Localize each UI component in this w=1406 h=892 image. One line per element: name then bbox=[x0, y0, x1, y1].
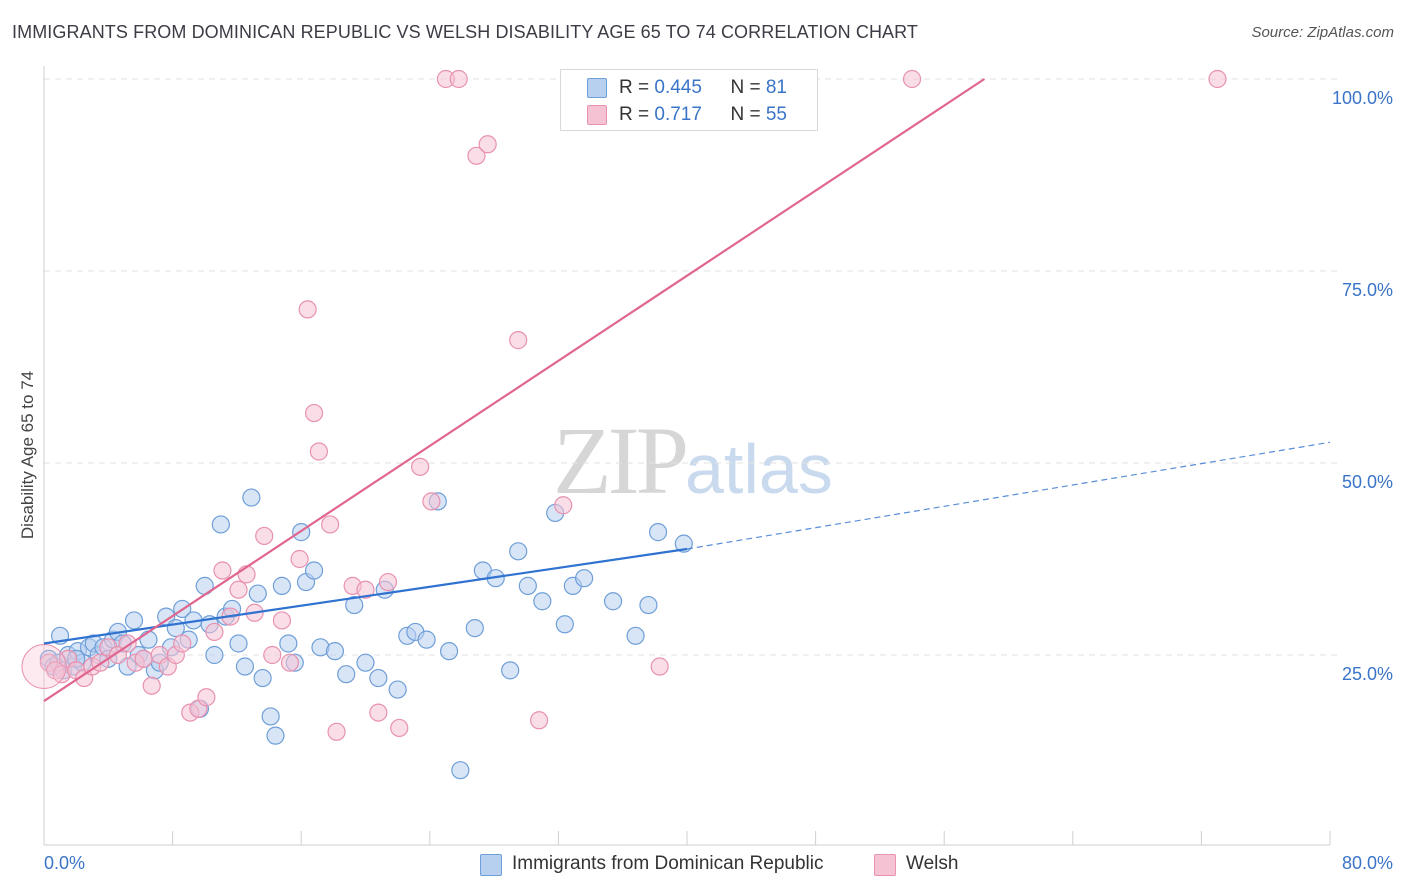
watermark-zip: ZIP bbox=[553, 407, 689, 514]
x-tick-label: 0.0% bbox=[44, 853, 85, 873]
data-point-cluster-welsh bbox=[21, 644, 67, 690]
data-point-welsh bbox=[449, 69, 468, 89]
legend-swatch-blue bbox=[587, 78, 607, 98]
data-point-dominican bbox=[337, 665, 356, 684]
y-tick-label: 75.0% bbox=[1342, 280, 1393, 300]
data-point-dominican bbox=[253, 668, 272, 688]
y-axis-label: Disability Age 65 to 74 bbox=[18, 370, 37, 540]
data-point-dominican bbox=[248, 584, 267, 603]
legend-swatch-pink bbox=[587, 105, 607, 125]
data-point-welsh bbox=[509, 331, 528, 350]
data-point-welsh bbox=[229, 580, 248, 599]
legend-r-value: 0.717 bbox=[654, 104, 702, 125]
data-point-welsh bbox=[411, 457, 430, 476]
data-point-dominican bbox=[304, 561, 324, 580]
watermark-atlas: atlas bbox=[685, 430, 833, 508]
bottom-legend-label: Welsh bbox=[906, 853, 959, 874]
data-point-dominican bbox=[648, 523, 668, 542]
data-point-welsh bbox=[478, 135, 497, 154]
data-point-welsh bbox=[321, 515, 340, 534]
data-point-dominican bbox=[603, 592, 623, 611]
data-point-welsh bbox=[304, 403, 324, 423]
data-point-dominican bbox=[279, 634, 298, 653]
legend-r-label: R = bbox=[619, 104, 655, 125]
data-point-welsh bbox=[390, 718, 409, 738]
legend-r-label: R = bbox=[619, 77, 655, 98]
data-point-welsh bbox=[255, 526, 274, 546]
data-point-dominican bbox=[439, 642, 459, 661]
trend-line-dominican bbox=[43, 547, 688, 645]
data-point-dominican bbox=[272, 576, 292, 595]
data-point-dominican bbox=[533, 592, 552, 611]
trend-extension-dominican bbox=[686, 441, 1331, 550]
data-point-welsh bbox=[309, 442, 328, 461]
zipatlas-watermark: ZIPatlas bbox=[553, 405, 833, 516]
data-point-welsh bbox=[280, 653, 300, 672]
data-point-dominican bbox=[388, 680, 407, 699]
data-point-dominican bbox=[242, 488, 261, 507]
data-point-welsh bbox=[1208, 69, 1227, 89]
data-point-dominican bbox=[345, 595, 364, 615]
legend-r-value: 0.445 bbox=[654, 77, 702, 98]
data-point-dominican bbox=[518, 576, 537, 595]
data-point-welsh bbox=[213, 561, 232, 580]
data-point-dominican bbox=[555, 615, 574, 634]
data-point-welsh bbox=[134, 649, 153, 668]
data-point-dominican bbox=[509, 542, 528, 561]
y-tick-label: 50.0% bbox=[1342, 472, 1393, 492]
data-point-welsh bbox=[327, 722, 346, 741]
data-point-welsh bbox=[263, 645, 282, 665]
data-point-welsh bbox=[650, 657, 669, 676]
data-point-welsh bbox=[272, 611, 292, 630]
data-point-welsh bbox=[173, 634, 192, 653]
data-point-dominican bbox=[124, 611, 144, 630]
data-point-welsh bbox=[378, 572, 398, 592]
data-point-dominican bbox=[575, 569, 594, 588]
legend-n-value: 81 bbox=[765, 77, 787, 98]
data-point-welsh bbox=[422, 492, 441, 511]
correlation-legend: R = 0.445 N = 81 R = 0.717 N = 55 bbox=[560, 69, 818, 131]
data-point-dominican bbox=[501, 661, 520, 680]
data-point-welsh bbox=[142, 676, 161, 695]
data-point-dominican bbox=[211, 515, 230, 534]
bottom-legend-swatch-pink bbox=[874, 854, 896, 876]
data-point-welsh bbox=[298, 300, 317, 319]
legend-n-value: 55 bbox=[765, 104, 787, 125]
y-tick-label: 100.0% bbox=[1332, 88, 1393, 108]
trend-line-welsh bbox=[43, 78, 985, 702]
data-point-dominican bbox=[229, 634, 248, 653]
data-point-welsh bbox=[369, 703, 388, 722]
data-point-dominican bbox=[417, 630, 436, 649]
data-point-welsh bbox=[530, 711, 549, 730]
data-point-welsh bbox=[902, 69, 922, 89]
data-point-dominican bbox=[325, 642, 345, 661]
bottom-legend-label: Immigrants from Dominican Republic bbox=[512, 853, 824, 874]
data-point-dominican bbox=[451, 761, 470, 780]
data-point-dominican bbox=[235, 657, 255, 676]
data-point-dominican bbox=[261, 707, 280, 726]
data-point-dominican bbox=[356, 653, 375, 672]
source-credit: Source: ZipAtlas.com bbox=[1251, 24, 1394, 41]
data-point-dominican bbox=[205, 645, 224, 665]
y-tick-label: 25.0% bbox=[1342, 664, 1393, 684]
data-point-dominican bbox=[465, 619, 484, 638]
data-point-dominican bbox=[626, 626, 645, 645]
data-point-welsh bbox=[205, 622, 224, 642]
legend-n-label: N = bbox=[730, 104, 766, 125]
data-point-welsh bbox=[467, 146, 486, 165]
bottom-legend-swatch-blue bbox=[480, 854, 502, 876]
data-point-dominican bbox=[266, 726, 285, 745]
data-point-dominican bbox=[369, 668, 388, 688]
data-point-dominican bbox=[674, 534, 693, 553]
data-point-welsh bbox=[356, 580, 375, 599]
data-point-welsh bbox=[554, 496, 573, 515]
data-point-welsh bbox=[290, 549, 309, 569]
data-point-dominican bbox=[139, 630, 158, 649]
legend-n-label: N = bbox=[730, 77, 766, 98]
chart-title: IMMIGRANTS FROM DOMINICAN REPUBLIC VS WE… bbox=[12, 22, 919, 42]
data-point-welsh bbox=[197, 688, 216, 707]
x-tick-label: 80.0% bbox=[1342, 853, 1393, 873]
data-point-dominican bbox=[639, 595, 658, 615]
